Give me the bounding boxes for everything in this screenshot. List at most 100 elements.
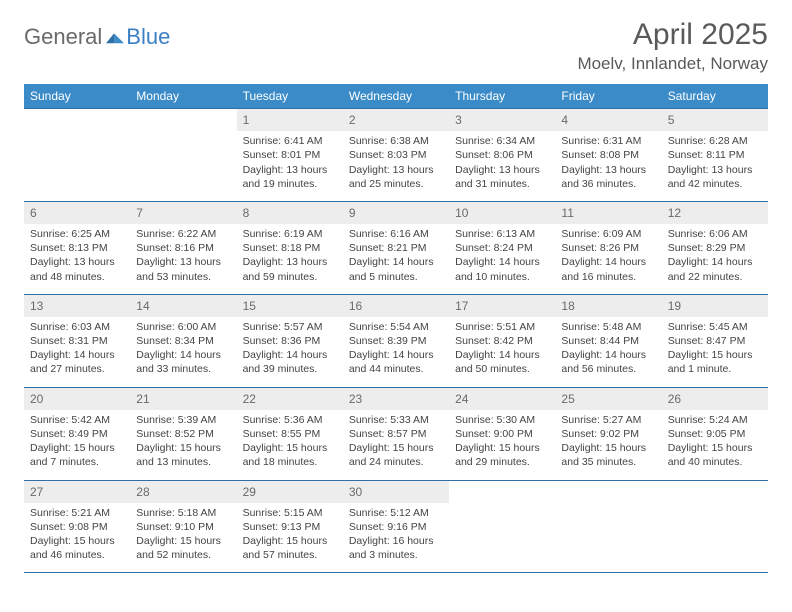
- month-title: April 2025: [577, 18, 768, 52]
- daylight-text: and 25 minutes.: [349, 177, 443, 191]
- sunrise-text: Sunrise: 5:27 AM: [561, 413, 655, 427]
- sunset-text: Sunset: 8:52 PM: [136, 427, 230, 441]
- day-cell: [130, 131, 236, 201]
- daylight-text: and 19 minutes.: [243, 177, 337, 191]
- sunrise-text: Sunrise: 5:15 AM: [243, 506, 337, 520]
- sunrise-text: Sunrise: 5:12 AM: [349, 506, 443, 520]
- daylight-text: and 7 minutes.: [30, 455, 124, 469]
- day-body-row: Sunrise: 5:42 AMSunset: 8:49 PMDaylight:…: [24, 410, 768, 480]
- day-cell: Sunrise: 5:45 AMSunset: 8:47 PMDaylight:…: [662, 317, 768, 387]
- sunrise-text: Sunrise: 5:24 AM: [668, 413, 762, 427]
- day-number-cell: 6: [24, 201, 130, 224]
- day-cell: Sunrise: 6:34 AMSunset: 8:06 PMDaylight:…: [449, 131, 555, 201]
- day-number-cell: 18: [555, 294, 661, 317]
- day-number-cell: [449, 480, 555, 503]
- day-number-cell: 19: [662, 294, 768, 317]
- daylight-text: Daylight: 14 hours: [243, 348, 337, 362]
- daylight-text: and 27 minutes.: [30, 362, 124, 376]
- daylight-text: Daylight: 13 hours: [668, 163, 762, 177]
- daylight-text: Daylight: 15 hours: [668, 348, 762, 362]
- daylight-text: and 53 minutes.: [136, 270, 230, 284]
- day-number-cell: 11: [555, 201, 661, 224]
- day-number-cell: 23: [343, 387, 449, 410]
- daylight-text: Daylight: 13 hours: [349, 163, 443, 177]
- day-cell: Sunrise: 5:42 AMSunset: 8:49 PMDaylight:…: [24, 410, 130, 480]
- logo-word-2: Blue: [126, 24, 170, 50]
- sunset-text: Sunset: 8:21 PM: [349, 241, 443, 255]
- day-number-cell: 3: [449, 109, 555, 132]
- sunrise-text: Sunrise: 5:45 AM: [668, 320, 762, 334]
- logo-word-1: General: [24, 24, 102, 50]
- sunset-text: Sunset: 8:26 PM: [561, 241, 655, 255]
- daylight-text: Daylight: 16 hours: [349, 534, 443, 548]
- sunset-text: Sunset: 9:13 PM: [243, 520, 337, 534]
- day-number-cell: 7: [130, 201, 236, 224]
- day-body-row: Sunrise: 6:41 AMSunset: 8:01 PMDaylight:…: [24, 131, 768, 201]
- sunrise-text: Sunrise: 6:06 AM: [668, 227, 762, 241]
- daylight-text: Daylight: 15 hours: [349, 441, 443, 455]
- daylight-text: Daylight: 15 hours: [455, 441, 549, 455]
- day-number-cell: 4: [555, 109, 661, 132]
- day-cell: Sunrise: 6:16 AMSunset: 8:21 PMDaylight:…: [343, 224, 449, 294]
- sunrise-text: Sunrise: 6:28 AM: [668, 134, 762, 148]
- weekday-header: Wednesday: [343, 84, 449, 109]
- sunrise-text: Sunrise: 6:09 AM: [561, 227, 655, 241]
- day-number-cell: [555, 480, 661, 503]
- daylight-text: and 42 minutes.: [668, 177, 762, 191]
- sunset-text: Sunset: 8:34 PM: [136, 334, 230, 348]
- daylight-text: Daylight: 13 hours: [30, 255, 124, 269]
- sunrise-text: Sunrise: 5:42 AM: [30, 413, 124, 427]
- title-block: April 2025 Moelv, Innlandet, Norway: [577, 18, 768, 74]
- sunrise-text: Sunrise: 6:13 AM: [455, 227, 549, 241]
- day-cell: [24, 131, 130, 201]
- sunrise-text: Sunrise: 5:39 AM: [136, 413, 230, 427]
- day-cell: Sunrise: 6:41 AMSunset: 8:01 PMDaylight:…: [237, 131, 343, 201]
- daylight-text: and 10 minutes.: [455, 270, 549, 284]
- day-cell: Sunrise: 5:48 AMSunset: 8:44 PMDaylight:…: [555, 317, 661, 387]
- day-number-row: 6789101112: [24, 201, 768, 224]
- daylight-text: Daylight: 14 hours: [668, 255, 762, 269]
- sunset-text: Sunset: 8:06 PM: [455, 148, 549, 162]
- day-cell: [662, 503, 768, 573]
- day-number-cell: [662, 480, 768, 503]
- day-number-cell: [24, 109, 130, 132]
- day-cell: Sunrise: 6:38 AMSunset: 8:03 PMDaylight:…: [343, 131, 449, 201]
- day-cell: Sunrise: 6:25 AMSunset: 8:13 PMDaylight:…: [24, 224, 130, 294]
- daylight-text: and 39 minutes.: [243, 362, 337, 376]
- sunrise-text: Sunrise: 6:31 AM: [561, 134, 655, 148]
- day-number-cell: 21: [130, 387, 236, 410]
- logo-mark-icon: [106, 30, 124, 44]
- daylight-text: and 13 minutes.: [136, 455, 230, 469]
- sunrise-text: Sunrise: 6:19 AM: [243, 227, 337, 241]
- daylight-text: Daylight: 14 hours: [136, 348, 230, 362]
- sunset-text: Sunset: 8:44 PM: [561, 334, 655, 348]
- day-cell: Sunrise: 5:24 AMSunset: 9:05 PMDaylight:…: [662, 410, 768, 480]
- sunset-text: Sunset: 9:08 PM: [30, 520, 124, 534]
- daylight-text: Daylight: 13 hours: [243, 255, 337, 269]
- daylight-text: and 5 minutes.: [349, 270, 443, 284]
- daylight-text: Daylight: 13 hours: [561, 163, 655, 177]
- day-number-cell: 24: [449, 387, 555, 410]
- daylight-text: and 16 minutes.: [561, 270, 655, 284]
- day-cell: Sunrise: 5:15 AMSunset: 9:13 PMDaylight:…: [237, 503, 343, 573]
- weekday-header: Monday: [130, 84, 236, 109]
- daylight-text: and 57 minutes.: [243, 548, 337, 562]
- daylight-text: and 46 minutes.: [30, 548, 124, 562]
- day-number-cell: 12: [662, 201, 768, 224]
- sunrise-text: Sunrise: 5:18 AM: [136, 506, 230, 520]
- daylight-text: and 36 minutes.: [561, 177, 655, 191]
- day-number-cell: 2: [343, 109, 449, 132]
- sunset-text: Sunset: 8:24 PM: [455, 241, 549, 255]
- sunset-text: Sunset: 8:08 PM: [561, 148, 655, 162]
- logo: General Blue: [24, 18, 170, 50]
- sunset-text: Sunset: 8:03 PM: [349, 148, 443, 162]
- day-number-cell: 5: [662, 109, 768, 132]
- sunset-text: Sunset: 8:39 PM: [349, 334, 443, 348]
- day-number-cell: 30: [343, 480, 449, 503]
- daylight-text: and 31 minutes.: [455, 177, 549, 191]
- day-body-row: Sunrise: 6:03 AMSunset: 8:31 PMDaylight:…: [24, 317, 768, 387]
- sunrise-text: Sunrise: 5:36 AM: [243, 413, 337, 427]
- day-cell: Sunrise: 5:21 AMSunset: 9:08 PMDaylight:…: [24, 503, 130, 573]
- day-number-cell: 10: [449, 201, 555, 224]
- sunrise-text: Sunrise: 5:54 AM: [349, 320, 443, 334]
